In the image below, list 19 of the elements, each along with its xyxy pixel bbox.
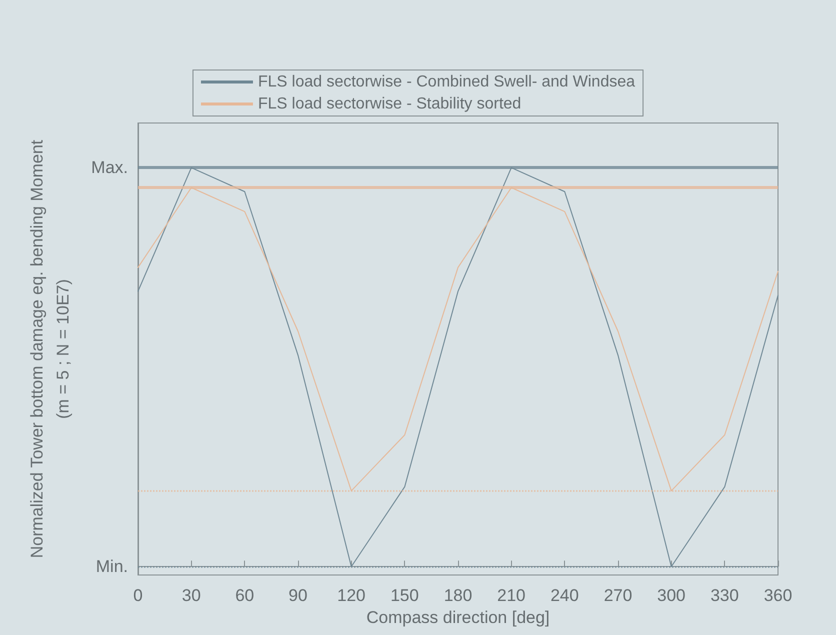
x-tick-label: 330: [710, 586, 739, 605]
x-tick-label: 150: [390, 586, 419, 605]
x-tick-label: 360: [764, 586, 792, 605]
x-tick-label: 240: [550, 586, 579, 605]
x-tick-label: 30: [182, 586, 201, 605]
x-tick-label: 300: [657, 586, 686, 605]
x-tick-label: 120: [337, 586, 366, 605]
y-axis-title: Normalized Tower bottom damage eq. bending Moment (m = 5 ; N = 10E7): [28, 140, 72, 558]
x-tick-label: 180: [444, 586, 472, 605]
x-tick-label: 0: [133, 586, 143, 605]
text: Max.: [91, 158, 128, 178]
x-tick-label: 210: [497, 586, 526, 605]
text: Min.: [96, 557, 128, 576]
legend-label: FLS load sectorwise - Combined Swell- and Windsea: [258, 74, 636, 90]
x-axis-title: Compass direction [deg]: [366, 608, 550, 627]
x-tick-label: 60: [235, 586, 254, 605]
x-tick-label: 270: [604, 586, 632, 605]
legend-label: FLS load sectorwise - Stability sorted: [258, 96, 522, 112]
x-tick-label: 90: [288, 586, 308, 605]
